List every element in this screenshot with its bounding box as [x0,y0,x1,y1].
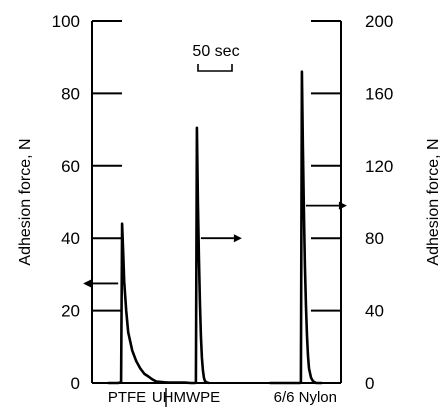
axis-arrow-head [233,234,242,243]
right-y-tick-label: 40 [365,302,384,321]
axis-arrow-head [338,201,347,210]
left-y-tick-label: 0 [71,374,80,393]
left-y-tick-label: 60 [61,157,80,176]
material-label: 6/6 Nylon [274,389,337,406]
axis-arrow-head [83,279,92,288]
series-trace-6-6-nylon [269,70,323,385]
right-y-tick-label: 0 [365,374,374,393]
left-y-tick-label: 80 [61,84,80,103]
time-scale-bar: 50 sec [192,43,240,72]
right-y-tick-label: 160 [365,84,393,103]
left-y-tick-label: 20 [61,302,80,321]
right-y-tick-label: 120 [365,157,393,176]
right-y-tick-label: 200 [365,12,393,31]
axis-arrow-right [200,234,242,243]
material-label: UHMWPE [152,389,220,406]
axis-arrow-right [305,201,347,210]
time-scale-label: 50 sec [192,43,239,60]
series-trace-ptfe [108,222,191,385]
material-label: PTFE [108,389,146,406]
right-y-tick-label: 80 [365,229,384,248]
axis-arrow-left [83,279,119,288]
right-y-axis-label: Adhesion force, N [425,138,442,265]
series-trace-uhmwpe [190,126,210,385]
left-y-axis-label: Adhesion force, N [17,138,34,265]
left-y-tick-label: 40 [61,229,80,248]
left-y-tick-label: 100 [52,12,80,31]
time-scale-bracket [197,64,233,72]
